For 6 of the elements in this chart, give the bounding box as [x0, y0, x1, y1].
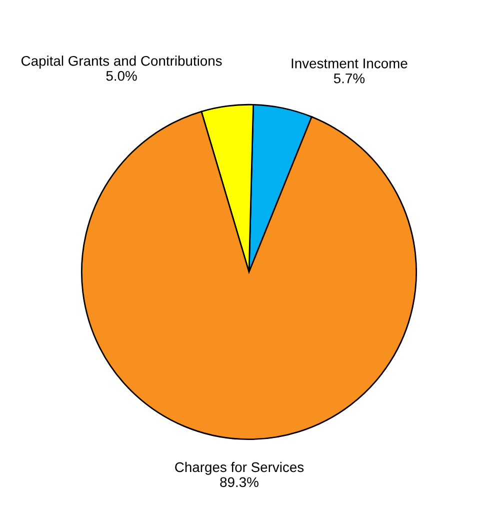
slice-label: Capital Grants and Contributions [22, 56, 222, 69]
data-label: 89.3% [220, 477, 258, 488]
data-label: 5.0% [106, 70, 137, 81]
slice-label: Investment Income [292, 58, 408, 68]
data-label: 5.7% [334, 74, 365, 84]
slice-label: Charges for Services [175, 462, 304, 475]
